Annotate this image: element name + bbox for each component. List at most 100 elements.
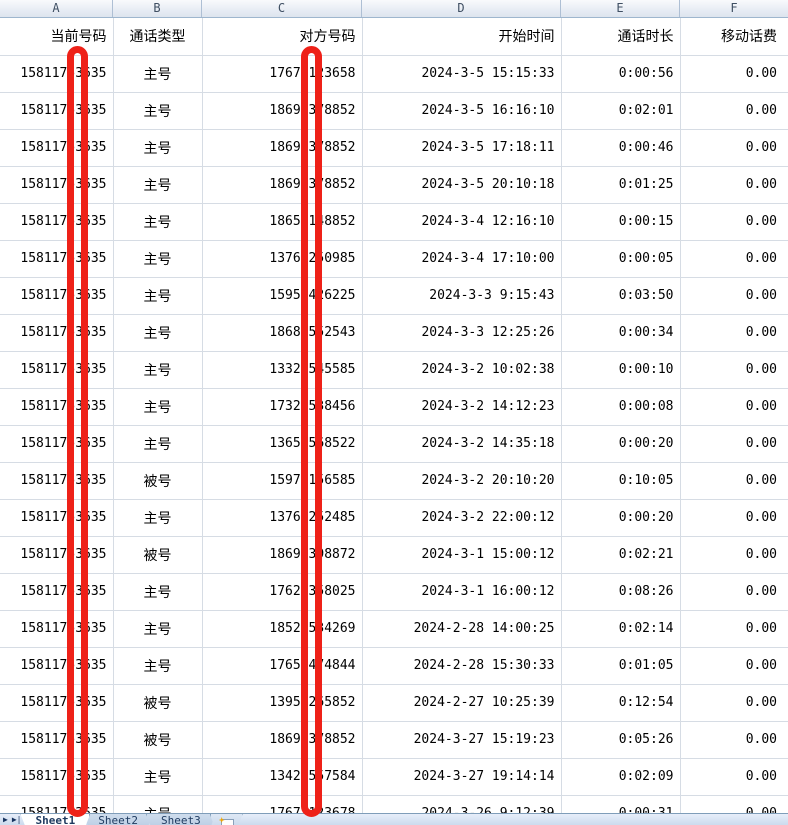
cell-d-row15[interactable]: 2024-3-1 16:00:12: [362, 573, 562, 611]
sheet-tab-sheet3[interactable]: Sheet3: [146, 814, 216, 825]
cell-a-row6[interactable]: 15811753635: [0, 240, 114, 278]
cell-e-row12[interactable]: 0:10:05: [561, 462, 681, 500]
cell-c-row5[interactable]: 18658148852: [202, 203, 363, 241]
cell-b-row4[interactable]: 主号: [113, 166, 203, 204]
cell-c-row8[interactable]: 18685552543: [202, 314, 363, 352]
column-header-c[interactable]: C: [202, 0, 362, 17]
cell-d-row20[interactable]: 2024-3-27 19:14:14: [362, 758, 562, 796]
cell-f-row16[interactable]: 0.00: [680, 610, 788, 648]
cell-c-row4[interactable]: 18697378852: [202, 166, 363, 204]
cell-a-row16[interactable]: 15811753635: [0, 610, 114, 648]
cell-f-row14[interactable]: 0.00: [680, 536, 788, 574]
cell-e-row15[interactable]: 0:08:26: [561, 573, 681, 611]
cell-e-row2[interactable]: 0:02:01: [561, 92, 681, 130]
cell-d-row3[interactable]: 2024-3-5 17:18:11: [362, 129, 562, 167]
cell-a-row10[interactable]: 15811753635: [0, 388, 114, 426]
cell-d-row7[interactable]: 2024-3-3 9:15:43: [362, 277, 562, 315]
cell-c-row20[interactable]: 13425557584: [202, 758, 363, 796]
cell-a-row1[interactable]: 15811753635: [0, 55, 114, 93]
cell-a-row12[interactable]: 15811753635: [0, 462, 114, 500]
column-header-a[interactable]: A: [0, 0, 113, 17]
cell-e-row4[interactable]: 0:01:25: [561, 166, 681, 204]
cell-f-row18[interactable]: 0.00: [680, 684, 788, 722]
cell-c-row15[interactable]: 17623358025: [202, 573, 363, 611]
cell-a-row15[interactable]: 15811753635: [0, 573, 114, 611]
cell-f-row11[interactable]: 0.00: [680, 425, 788, 463]
column-header-d[interactable]: D: [362, 0, 561, 17]
cell-a-row20[interactable]: 15811753635: [0, 758, 114, 796]
cell-f-row6[interactable]: 0.00: [680, 240, 788, 278]
cell-b-row12[interactable]: 被号: [113, 462, 203, 500]
cell-f-row1[interactable]: 0.00: [680, 55, 788, 93]
cell-b-row9[interactable]: 主号: [113, 351, 203, 389]
cell-b-row11[interactable]: 主号: [113, 425, 203, 463]
cell-e-row20[interactable]: 0:02:09: [561, 758, 681, 796]
cell-e-row18[interactable]: 0:12:54: [561, 684, 681, 722]
cell-a-row14[interactable]: 15811753635: [0, 536, 114, 574]
cell-b-row13[interactable]: 主号: [113, 499, 203, 537]
cell-c-row1[interactable]: 17677123658: [202, 55, 363, 93]
cell-a-row5[interactable]: 15811753635: [0, 203, 114, 241]
cell-c-row3[interactable]: 18697378852: [202, 129, 363, 167]
cell-d-row12[interactable]: 2024-3-2 20:10:20: [362, 462, 562, 500]
cell-f-row5[interactable]: 0.00: [680, 203, 788, 241]
cell-c-row12[interactable]: 15978156585: [202, 462, 363, 500]
insert-worksheet-tab[interactable]: [210, 814, 243, 825]
cell-d-row13[interactable]: 2024-3-2 22:00:12: [362, 499, 562, 537]
cell-b-row2[interactable]: 主号: [113, 92, 203, 130]
cell-b-row14[interactable]: 被号: [113, 536, 203, 574]
cell-e-row9[interactable]: 0:00:10: [561, 351, 681, 389]
cell-c-row6[interactable]: 13768250985: [202, 240, 363, 278]
cell-a-row7[interactable]: 15811753635: [0, 277, 114, 315]
cell-f-row4[interactable]: 0.00: [680, 166, 788, 204]
cell-c-row18[interactable]: 13958265852: [202, 684, 363, 722]
field-header-c[interactable]: 对方号码: [202, 18, 363, 56]
cell-b-row20[interactable]: 主号: [113, 758, 203, 796]
cell-e-row13[interactable]: 0:00:20: [561, 499, 681, 537]
cell-a-row11[interactable]: 15811753635: [0, 425, 114, 463]
cell-b-row3[interactable]: 主号: [113, 129, 203, 167]
cell-b-row17[interactable]: 主号: [113, 647, 203, 685]
cell-d-row16[interactable]: 2024-2-28 14:00:25: [362, 610, 562, 648]
cell-c-row7[interactable]: 15958426225: [202, 277, 363, 315]
cell-e-row16[interactable]: 0:02:14: [561, 610, 681, 648]
cell-c-row17[interactable]: 17658474844: [202, 647, 363, 685]
cell-d-row1[interactable]: 2024-3-5 15:15:33: [362, 55, 562, 93]
cell-a-row18[interactable]: 15811753635: [0, 684, 114, 722]
column-header-f[interactable]: F: [730, 1, 738, 15]
cell-a-row4[interactable]: 15811753635: [0, 166, 114, 204]
column-header-b[interactable]: B: [113, 0, 202, 17]
cell-f-row3[interactable]: 0.00: [680, 129, 788, 167]
cell-b-row8[interactable]: 主号: [113, 314, 203, 352]
cell-e-row6[interactable]: 0:00:05: [561, 240, 681, 278]
cell-d-row14[interactable]: 2024-3-1 15:00:12: [362, 536, 562, 574]
cell-d-row11[interactable]: 2024-3-2 14:35:18: [362, 425, 562, 463]
cell-e-row19[interactable]: 0:05:26: [561, 721, 681, 759]
cell-e-row14[interactable]: 0:02:21: [561, 536, 681, 574]
cell-d-row2[interactable]: 2024-3-5 16:16:10: [362, 92, 562, 130]
field-header-f[interactable]: 移动话费: [680, 18, 788, 56]
cell-a-row13[interactable]: 15811753635: [0, 499, 114, 537]
cell-c-row11[interactable]: 13658568522: [202, 425, 363, 463]
cell-b-row10[interactable]: 主号: [113, 388, 203, 426]
cell-f-row12[interactable]: 0.00: [680, 462, 788, 500]
cell-a-row17[interactable]: 15811753635: [0, 647, 114, 685]
cell-b-row16[interactable]: 主号: [113, 610, 203, 648]
cell-f-row15[interactable]: 0.00: [680, 573, 788, 611]
cell-f-row2[interactable]: 0.00: [680, 92, 788, 130]
cell-a-row9[interactable]: 15811753635: [0, 351, 114, 389]
cell-f-row8[interactable]: 0.00: [680, 314, 788, 352]
cell-f-row7[interactable]: 0.00: [680, 277, 788, 315]
cell-d-row18[interactable]: 2024-2-27 10:25:39: [362, 684, 562, 722]
scroll-next-icon[interactable]: ▶: [3, 815, 8, 824]
cell-e-row1[interactable]: 0:00:56: [561, 55, 681, 93]
cell-d-row6[interactable]: 2024-3-4 17:10:00: [362, 240, 562, 278]
cell-f-row19[interactable]: 0.00: [680, 721, 788, 759]
cell-c-row9[interactable]: 13325545585: [202, 351, 363, 389]
scroll-last-icon[interactable]: ▶|: [11, 815, 22, 824]
cell-c-row13[interactable]: 13768252485: [202, 499, 363, 537]
cell-c-row19[interactable]: 18697378852: [202, 721, 363, 759]
cell-c-row14[interactable]: 18697398872: [202, 536, 363, 574]
cell-d-row4[interactable]: 2024-3-5 20:10:18: [362, 166, 562, 204]
cell-b-row1[interactable]: 主号: [113, 55, 203, 93]
